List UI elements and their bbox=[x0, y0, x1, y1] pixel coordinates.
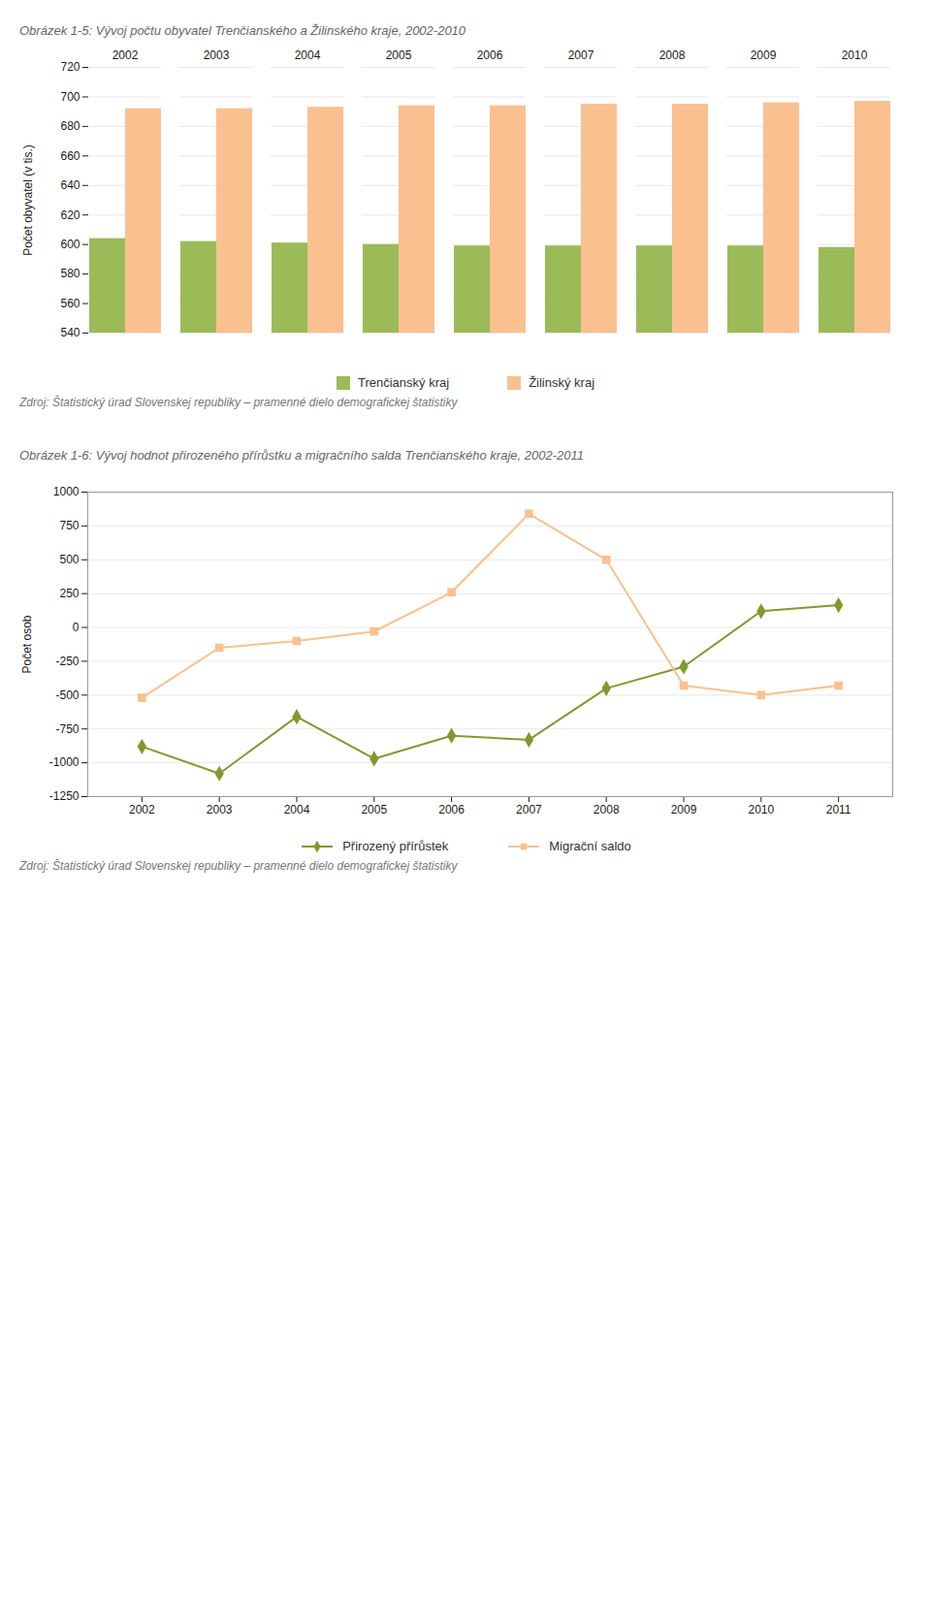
svg-text:-750: -750 bbox=[55, 722, 79, 737]
svg-text:600: 600 bbox=[60, 237, 80, 252]
svg-text:2008: 2008 bbox=[659, 48, 686, 63]
html-text:Migrační saldo: Migrační saldo bbox=[549, 838, 632, 854]
svg-text:680: 680 bbox=[60, 119, 80, 133]
svg-text:700: 700 bbox=[60, 90, 80, 104]
html-text:Zdroj: Štatistický úrad Sloven: Zdroj: Štatistický úrad Slovenskej repub… bbox=[19, 395, 458, 410]
svg-text:0: 0 bbox=[72, 620, 80, 635]
svg-text:Počet obyvatel (v tis.): Počet obyvatel (v tis.) bbox=[21, 144, 35, 257]
svg-text:2003: 2003 bbox=[206, 802, 233, 817]
svg-text:2008: 2008 bbox=[593, 802, 620, 817]
svg-text:2003: 2003 bbox=[203, 48, 230, 63]
svg-text:2007: 2007 bbox=[568, 48, 595, 63]
svg-text:-250: -250 bbox=[55, 654, 79, 669]
svg-text:2006: 2006 bbox=[477, 48, 504, 63]
svg-text:750: 750 bbox=[59, 518, 79, 533]
svg-text:660: 660 bbox=[60, 149, 80, 163]
svg-text:580: 580 bbox=[60, 266, 80, 281]
svg-text:2011: 2011 bbox=[826, 802, 852, 817]
svg-text:560: 560 bbox=[60, 296, 80, 311]
svg-text:2005: 2005 bbox=[360, 802, 387, 817]
svg-text:-500: -500 bbox=[55, 688, 79, 703]
svg-text:2006: 2006 bbox=[438, 802, 465, 817]
svg-text:2010: 2010 bbox=[841, 48, 868, 63]
svg-text:250: 250 bbox=[59, 586, 79, 601]
svg-text:2004: 2004 bbox=[284, 802, 311, 817]
svg-text:2009: 2009 bbox=[750, 48, 777, 63]
html-text:Přirozený přírůstek: Přirozený přírůstek bbox=[342, 838, 449, 854]
svg-text:2005: 2005 bbox=[385, 48, 413, 63]
svg-text:-1250: -1250 bbox=[49, 789, 80, 803]
svg-text:720: 720 bbox=[60, 60, 80, 74]
svg-text:2009: 2009 bbox=[671, 802, 698, 817]
svg-text:500: 500 bbox=[59, 552, 79, 567]
svg-text:2002: 2002 bbox=[112, 48, 139, 63]
svg-text:1000: 1000 bbox=[53, 484, 80, 499]
svg-text:2002: 2002 bbox=[128, 802, 156, 817]
html-text:Obrázek 1-5: Vývoj počtu obyva: Obrázek 1-5: Vývoj počtu obyvatel Trenči… bbox=[19, 23, 466, 38]
html-text:Trenčianský kraj: Trenčianský kraj bbox=[357, 375, 450, 390]
svg-text:2004: 2004 bbox=[294, 48, 322, 63]
svg-text:-1000: -1000 bbox=[49, 755, 80, 770]
svg-text:2010: 2010 bbox=[747, 802, 774, 817]
html-text:Žilinský kraj: Žilinský kraj bbox=[528, 375, 595, 390]
html-text:Zdroj: Štatistický úrad Sloven: Zdroj: Štatistický úrad Slovenskej repub… bbox=[19, 859, 458, 873]
svg-text:540: 540 bbox=[60, 325, 80, 340]
svg-text:640: 640 bbox=[60, 178, 80, 193]
svg-text:Počet osob: Počet osob bbox=[20, 614, 34, 674]
html-text:Obrázek 1-6: Vývoj hodnot přir: Obrázek 1-6: Vývoj hodnot přirozeného př… bbox=[19, 448, 584, 463]
svg-text:620: 620 bbox=[60, 208, 80, 223]
svg-text:2007: 2007 bbox=[515, 802, 543, 817]
